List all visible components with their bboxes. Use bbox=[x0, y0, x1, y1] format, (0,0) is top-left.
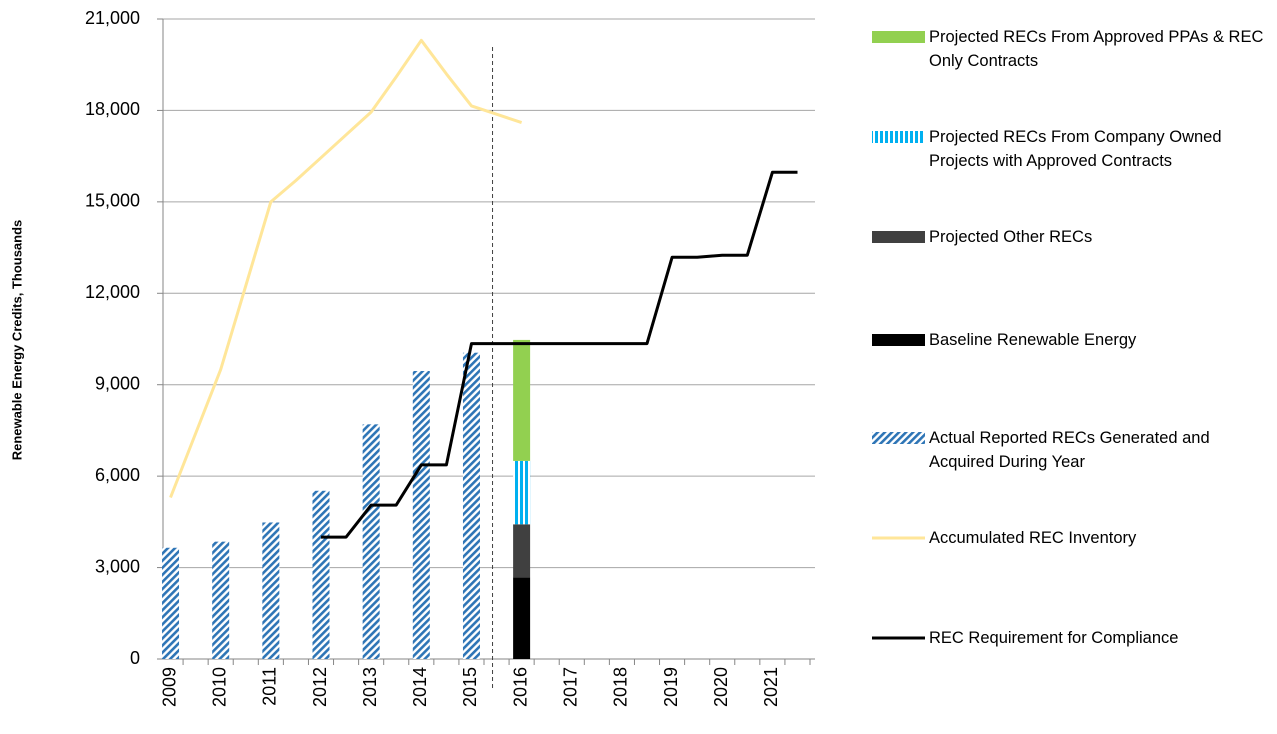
legend-swatch bbox=[872, 432, 925, 444]
legend-label: Actual Reported RECs Generated and Acqui… bbox=[929, 429, 1210, 471]
legend-label: REC Requirement for Compliance bbox=[929, 629, 1179, 647]
bar bbox=[412, 371, 430, 659]
bar bbox=[312, 490, 330, 659]
y-tick-label: 21,000 bbox=[85, 8, 140, 28]
x-tick-label: 2016 bbox=[510, 667, 530, 707]
x-tick-label: 2018 bbox=[611, 667, 631, 707]
line bbox=[169, 38, 523, 499]
bar bbox=[362, 424, 380, 659]
x-tick-label: 2020 bbox=[711, 667, 731, 707]
stacked-bar bbox=[513, 339, 531, 461]
y-tick-label: 0 bbox=[130, 648, 140, 668]
bar bbox=[212, 541, 230, 659]
legend-swatch bbox=[872, 131, 925, 143]
y-tick-label: 3,000 bbox=[95, 556, 140, 576]
legend-swatch bbox=[872, 334, 925, 346]
stacked-bar bbox=[513, 524, 531, 578]
y-axis-label: Renewable Energy Credits, Thousands bbox=[9, 220, 24, 461]
y-tick-label: 18,000 bbox=[85, 99, 140, 119]
x-tick-label: 2011 bbox=[260, 667, 280, 706]
bar bbox=[462, 352, 480, 659]
x-tick-label: 2019 bbox=[661, 667, 681, 707]
legend-label: Accumulated REC Inventory bbox=[929, 529, 1137, 547]
y-tick-label: 15,000 bbox=[85, 191, 140, 211]
x-tick-label: 2010 bbox=[209, 667, 229, 707]
x-tick-label: 2013 bbox=[360, 667, 380, 707]
legend-swatch bbox=[872, 231, 925, 243]
x-tick-label: 2015 bbox=[460, 667, 480, 707]
bar bbox=[162, 547, 180, 659]
legend-label: Projected Other RECs bbox=[929, 228, 1093, 246]
stacked-bar bbox=[513, 460, 531, 525]
y-tick-label: 6,000 bbox=[95, 465, 140, 485]
legend-swatch bbox=[872, 31, 925, 43]
stacked-bar bbox=[513, 577, 531, 659]
legend-label: Projected RECs From Company Owned Projec… bbox=[929, 128, 1222, 170]
legend-label: Projected RECs From Approved PPAs & REC … bbox=[929, 28, 1264, 70]
y-tick-label: 9,000 bbox=[95, 373, 140, 393]
x-tick-label: 2021 bbox=[761, 667, 781, 707]
x-tick-label: 2014 bbox=[410, 667, 430, 707]
x-tick-label: 2009 bbox=[159, 667, 179, 707]
bar bbox=[262, 522, 280, 659]
y-tick-label: 12,000 bbox=[85, 282, 140, 302]
x-tick-label: 2017 bbox=[561, 667, 581, 707]
line bbox=[321, 170, 798, 539]
legend-label: Baseline Renewable Energy bbox=[929, 331, 1137, 349]
x-tick-label: 2012 bbox=[310, 667, 330, 707]
